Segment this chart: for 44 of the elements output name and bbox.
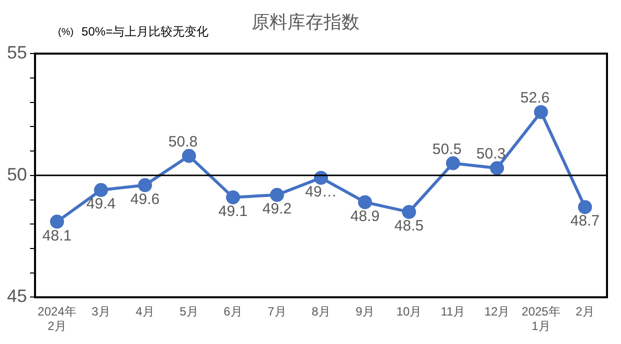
point (50, 214, 64, 229)
x-tick-label: 2024年 2月 (38, 304, 76, 334)
x-tick-label: 9月 (356, 304, 374, 319)
data-label: 48.5 (394, 218, 424, 235)
y-tick-label: 55 (6, 42, 28, 63)
point (446, 156, 460, 170)
text: (%) (58, 26, 74, 38)
point (226, 190, 240, 204)
data-label: 49.6 (130, 190, 160, 208)
chart-title: 原料库存指数 (252, 12, 360, 32)
x-tick-label: 2025年 1月 (522, 304, 560, 334)
data-label: 52.6 (520, 90, 550, 107)
data-label: 49.2 (262, 200, 292, 218)
point (182, 148, 196, 163)
y-tick-label: 50 (6, 164, 28, 184)
point (402, 204, 416, 219)
data-label: 50.8 (168, 134, 198, 151)
x-tick-label: 12月 (484, 304, 510, 319)
data-label: 49.4 (86, 196, 116, 213)
data-label: 50.3 (476, 146, 506, 163)
x-tick-label: 3月 (92, 304, 110, 319)
x-tick-label: 10月 (396, 304, 422, 319)
x-tick-label: 5月 (180, 304, 198, 319)
point (358, 195, 372, 210)
y-tick-label: 45 (6, 286, 28, 306)
data-label: 50.5 (432, 140, 462, 158)
point (270, 188, 284, 202)
data-label: 49… (305, 183, 337, 200)
data-label: 48.7 (570, 212, 600, 230)
data-label: 48.9 (350, 208, 380, 225)
text: 50%=与上月比较无变化 (82, 24, 209, 38)
x-tick-label: 6月 (224, 304, 242, 319)
point (490, 161, 504, 176)
point (578, 200, 592, 214)
data-label: 48.1 (42, 227, 72, 244)
point (94, 183, 108, 198)
x-tick-label: 2月 (576, 304, 594, 319)
x-tick-label: 4月 (136, 304, 154, 319)
x-tick-label: 8月 (312, 304, 330, 319)
x-tick-label: 7月 (268, 304, 286, 319)
x-tick-label: 11月 (440, 304, 466, 319)
point (138, 178, 152, 192)
data-label: 49.1 (218, 202, 248, 220)
point (534, 105, 548, 120)
